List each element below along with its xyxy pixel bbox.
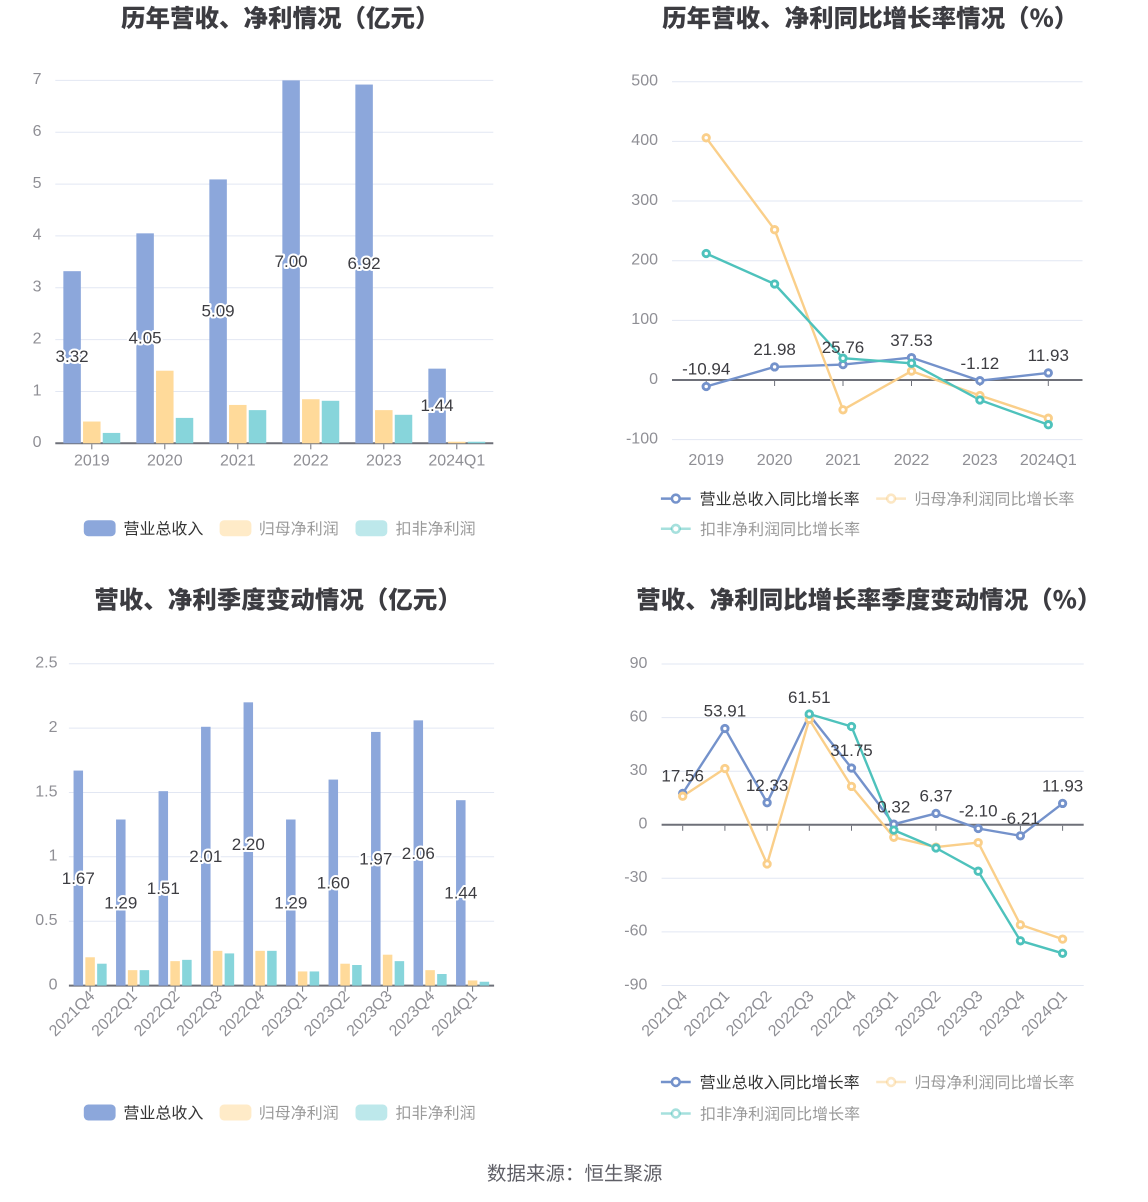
svg-text:31.75: 31.75 [830,741,873,760]
svg-text:2024Q1: 2024Q1 [428,452,485,469]
svg-text:1.44: 1.44 [421,396,454,415]
svg-text:90: 90 [630,655,648,672]
svg-text:500: 500 [631,73,658,90]
svg-text:3.32: 3.32 [56,347,89,366]
svg-text:4: 4 [33,227,42,244]
svg-text:6.92: 6.92 [348,254,381,273]
svg-text:2021: 2021 [220,452,256,469]
svg-text:21.98: 21.98 [753,340,796,359]
svg-text:6.37: 6.37 [919,787,952,806]
svg-text:-6.21: -6.21 [1001,809,1040,828]
svg-text:4.05: 4.05 [129,328,162,347]
svg-text:12.33: 12.33 [746,776,789,795]
svg-text:2019: 2019 [688,452,724,469]
svg-text:2: 2 [33,330,42,347]
svg-text:1.51: 1.51 [147,879,180,898]
svg-text:2.06: 2.06 [402,844,435,863]
svg-text:2: 2 [49,719,58,736]
svg-text:0.5: 0.5 [35,912,57,929]
svg-text:2023: 2023 [366,452,402,469]
svg-text:37.53: 37.53 [890,331,933,350]
svg-text:2020: 2020 [757,452,793,469]
svg-text:7.00: 7.00 [275,252,308,271]
svg-text:200: 200 [631,252,658,269]
svg-text:-30: -30 [624,869,647,886]
svg-text:6: 6 [33,123,42,140]
svg-text:2.5: 2.5 [35,655,57,672]
svg-text:7: 7 [33,71,42,88]
svg-text:53.91: 53.91 [704,702,747,721]
svg-text:2.01: 2.01 [189,847,222,866]
svg-text:300: 300 [631,192,658,209]
svg-text:11.93: 11.93 [1042,777,1083,796]
svg-text:-90: -90 [624,976,647,993]
svg-text:1.67: 1.67 [62,869,95,888]
svg-text:0.32: 0.32 [877,797,910,816]
svg-text:2.20: 2.20 [232,835,265,854]
svg-text:25.76: 25.76 [822,338,865,357]
svg-text:30: 30 [630,762,648,779]
svg-text:-2.10: -2.10 [959,802,998,821]
svg-text:2021: 2021 [825,452,861,469]
svg-text:2019: 2019 [74,452,110,469]
svg-text:1: 1 [49,848,58,865]
svg-text:0: 0 [33,434,42,451]
svg-text:1.5: 1.5 [35,783,57,800]
svg-text:2024Q1: 2024Q1 [1020,452,1077,469]
svg-text:1: 1 [33,382,42,399]
svg-text:1.29: 1.29 [104,893,137,912]
svg-text:-60: -60 [624,923,647,940]
svg-text:100: 100 [631,311,658,328]
svg-text:2023: 2023 [962,452,998,469]
svg-text:3: 3 [33,279,42,296]
svg-text:-100: -100 [626,430,658,447]
svg-text:11.93: 11.93 [1028,346,1069,365]
svg-text:-10.94: -10.94 [682,360,730,379]
svg-text:0: 0 [638,816,647,833]
svg-text:5.09: 5.09 [202,301,235,320]
svg-text:2022: 2022 [293,452,329,469]
svg-text:1.29: 1.29 [274,893,307,912]
svg-text:1.60: 1.60 [317,873,350,892]
svg-text:60: 60 [630,708,648,725]
svg-text:0: 0 [649,371,658,388]
svg-text:400: 400 [631,132,658,149]
svg-text:1.97: 1.97 [359,850,392,869]
svg-text:61.51: 61.51 [788,688,831,707]
svg-text:1.44: 1.44 [444,884,477,903]
svg-text:0: 0 [49,976,58,993]
svg-text:2020: 2020 [147,452,183,469]
svg-text:5: 5 [33,175,42,192]
svg-text:2022: 2022 [894,452,930,469]
svg-text:-1.12: -1.12 [961,354,1000,373]
svg-text:17.56: 17.56 [661,767,704,786]
